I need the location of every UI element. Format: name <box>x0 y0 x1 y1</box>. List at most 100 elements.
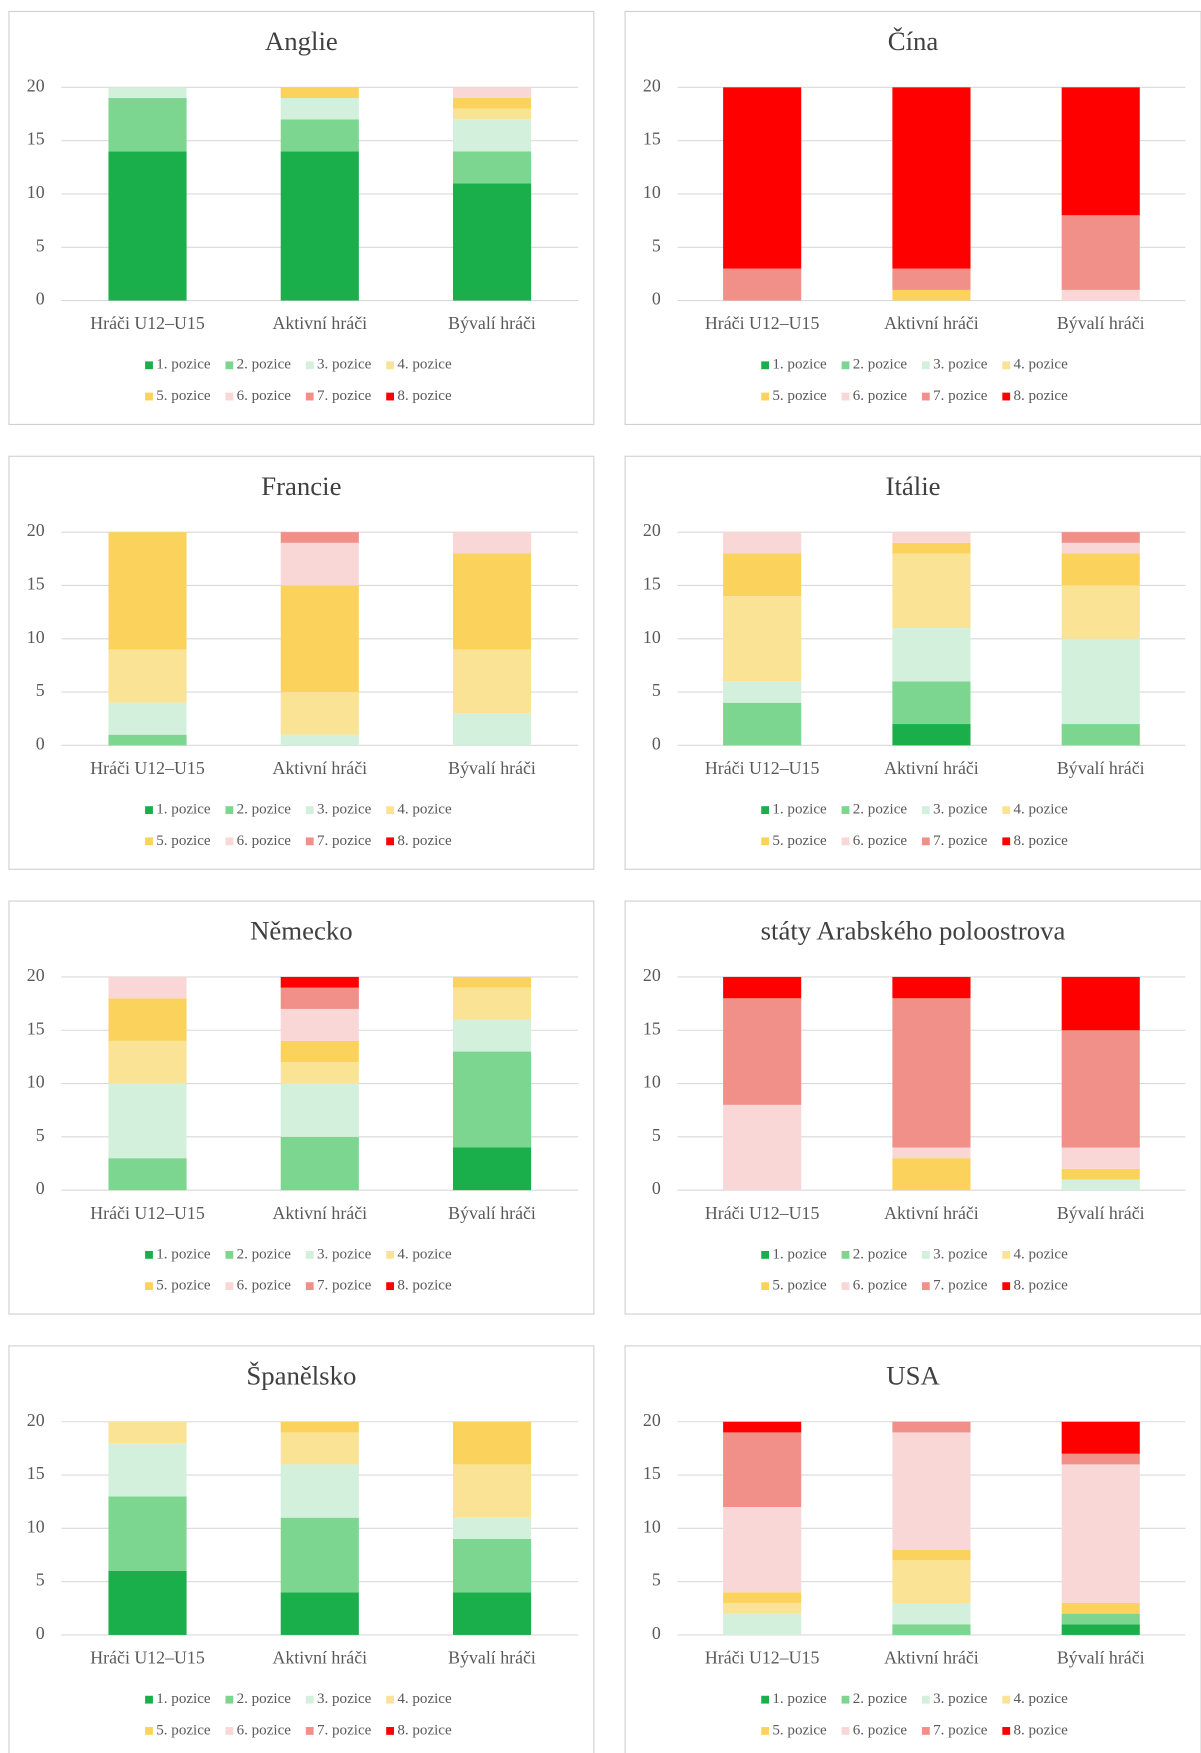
bar-segment <box>723 998 802 1105</box>
bar-segment <box>108 998 187 1041</box>
legend-label: 4. pozice <box>1013 802 1068 818</box>
y-tick-label: 15 <box>27 129 45 149</box>
legend-swatch <box>305 1695 314 1704</box>
y-tick-label: 15 <box>643 129 661 149</box>
bar-segment <box>1061 1179 1140 1191</box>
legend-swatch <box>841 1727 850 1735</box>
bar-segment <box>452 1517 532 1540</box>
legend-label: 6. pozice <box>237 1278 292 1294</box>
bar-segment <box>108 649 187 703</box>
legend-label: 1. pozice <box>156 1691 211 1707</box>
bar-segment <box>1061 87 1140 216</box>
legend-swatch <box>225 1695 234 1704</box>
x-tick-label: Bývalí hráči <box>448 1648 536 1668</box>
legend-label: 3. pozice <box>317 802 372 818</box>
legend-label: 5. pozice <box>156 833 211 849</box>
chart-title: Španělsko <box>246 1360 356 1390</box>
legend-swatch <box>386 806 395 814</box>
legend-swatch <box>761 1695 770 1704</box>
legend-label: 6. pozice <box>853 1722 908 1738</box>
bar-segment <box>452 108 532 120</box>
bar-segment <box>892 87 971 269</box>
legend-swatch <box>761 1250 770 1259</box>
legend-label: 8. pozice <box>397 833 452 849</box>
x-tick-label: Bývalí hráči <box>1057 313 1145 333</box>
bar-segment <box>892 532 971 543</box>
y-tick-label: 20 <box>643 75 661 95</box>
legend-label: 2. pozice <box>853 357 908 373</box>
legend-swatch <box>1002 1727 1011 1735</box>
legend-label: 2. pozice <box>237 802 292 818</box>
x-tick-label: Aktivní hráči <box>272 313 367 333</box>
legend-label: 8. pozice <box>1013 1722 1068 1738</box>
bar-segment <box>1061 1453 1140 1465</box>
legend-label: 1. pozice <box>772 802 827 818</box>
bar-segment <box>892 268 971 290</box>
bar-segment <box>892 289 971 301</box>
chart-panel: Čína 0 5 10 15 20 Hráči U12–U15 Aktivní hráči Bý… <box>624 10 1201 426</box>
y-tick-label: 20 <box>643 520 661 540</box>
y-tick-label: 5 <box>652 235 661 255</box>
legend-label: 3. pozice <box>933 802 988 818</box>
y-tick-label: 10 <box>27 1516 45 1536</box>
legend-label: 1. pozice <box>772 357 827 373</box>
legend-swatch <box>145 1695 153 1704</box>
x-tick-label: Hráči U12–U15 <box>705 758 820 778</box>
bar-segment <box>452 976 532 988</box>
bar-segment <box>1061 553 1140 586</box>
legend-swatch <box>841 1695 850 1704</box>
legend-label: 4. pozice <box>397 802 452 818</box>
legend-label: 4. pozice <box>1013 357 1068 373</box>
bar-segment <box>280 1008 359 1041</box>
bar-segment <box>452 119 532 152</box>
legend-label: 3. pozice <box>317 1246 372 1262</box>
bar-segment <box>723 1421 802 1433</box>
bar-segment <box>452 151 532 184</box>
y-tick-label: 20 <box>643 965 661 985</box>
y-tick-label: 20 <box>27 75 45 95</box>
legend-label: 1. pozice <box>156 802 211 818</box>
bar-segment <box>892 1624 971 1635</box>
chart-title: Itálie <box>886 471 941 501</box>
legend-swatch <box>921 1695 930 1704</box>
bar-segment <box>723 1613 802 1635</box>
x-tick-label: Aktivní hráči <box>884 313 979 333</box>
bar-segment <box>108 151 187 301</box>
bar-segment <box>892 1147 971 1159</box>
y-tick-label: 10 <box>27 1072 45 1092</box>
bar-segment <box>892 998 971 1148</box>
bar-segment <box>452 87 532 99</box>
x-tick-label: Bývalí hráči <box>1057 1203 1145 1223</box>
legend-label: 2. pozice <box>853 1246 908 1262</box>
bar-segment <box>108 1496 187 1571</box>
bar-segment <box>108 1083 187 1159</box>
bar-segment <box>892 681 971 725</box>
bar-segment <box>280 98 359 120</box>
legend-swatch <box>921 392 930 401</box>
bar-segment <box>892 1432 971 1550</box>
bar-segment <box>452 98 532 109</box>
bar-segment <box>1061 215 1140 290</box>
y-tick-label: 20 <box>27 965 45 985</box>
bar-segment <box>723 1432 802 1508</box>
x-tick-label: Bývalí hráči <box>448 758 536 778</box>
bar-segment <box>452 1592 532 1635</box>
legend-label: 4. pozice <box>397 357 452 373</box>
bar-segment <box>1061 1147 1140 1169</box>
legend-swatch <box>225 1250 234 1259</box>
legend-swatch <box>921 1282 930 1291</box>
bar-segment <box>892 553 971 629</box>
bar-segment <box>723 1592 802 1603</box>
bar-segment <box>280 987 359 1009</box>
legend-swatch <box>305 392 314 401</box>
bar-segment <box>452 1539 532 1593</box>
legend-swatch <box>761 1727 770 1735</box>
legend-label: 3. pozice <box>317 357 372 373</box>
bar-segment <box>108 532 187 650</box>
bar-segment <box>723 1602 802 1614</box>
bar-segment <box>1061 585 1140 639</box>
bar-segment <box>723 681 802 703</box>
legend-label: 5. pozice <box>156 1722 211 1738</box>
legend-label: 6. pozice <box>853 1278 908 1294</box>
